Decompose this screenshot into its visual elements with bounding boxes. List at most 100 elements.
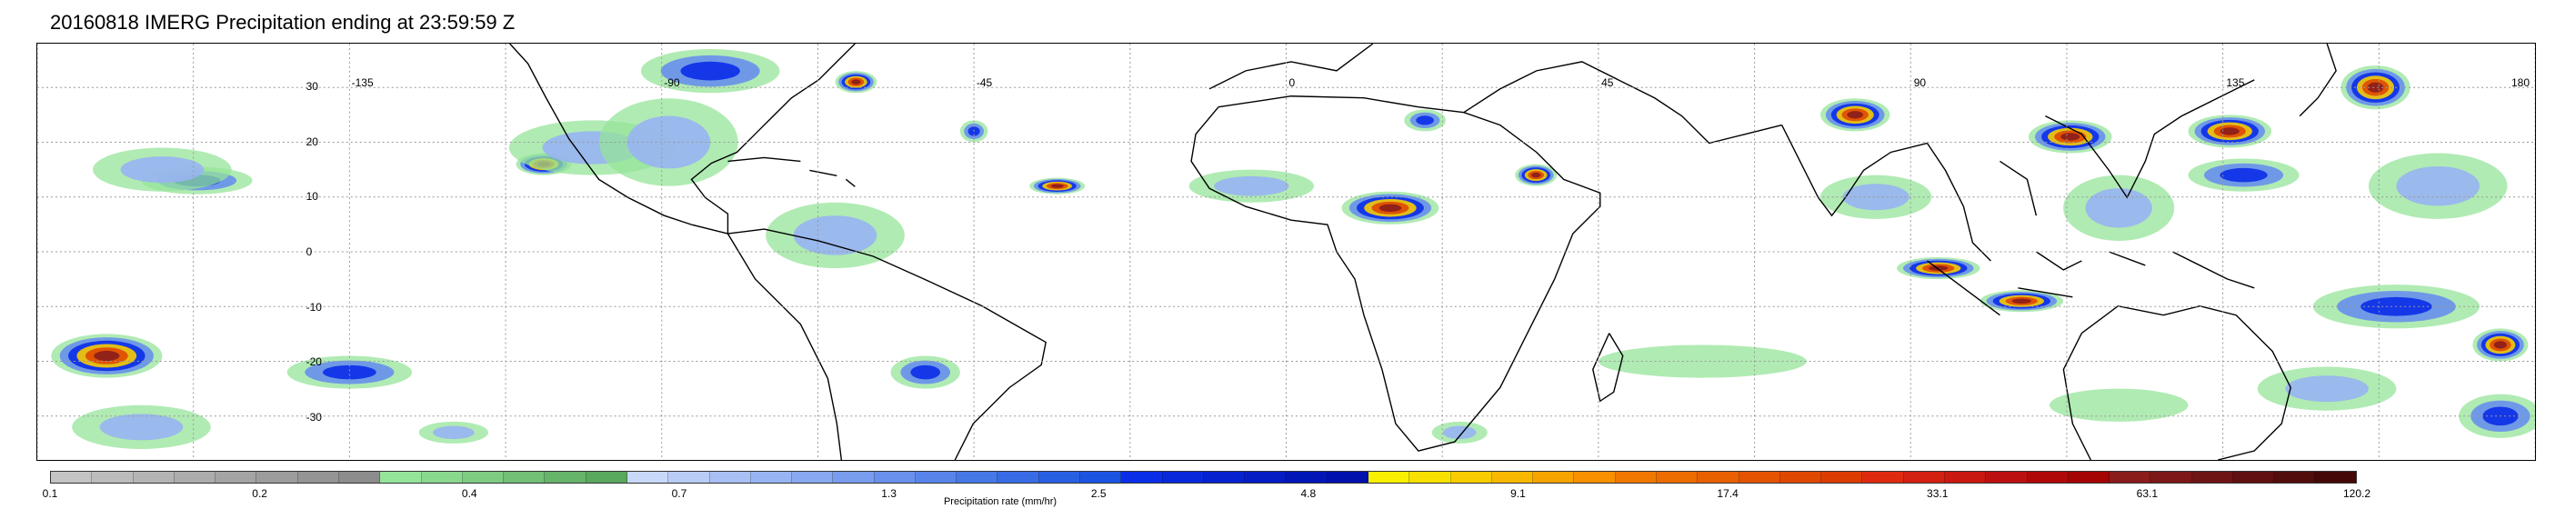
colorbar-swatch xyxy=(1286,472,1328,483)
colorbar-tick-label: 33.1 xyxy=(1927,487,1949,500)
coastline-layer xyxy=(509,44,2337,460)
colorbar-swatch xyxy=(1121,472,1163,483)
colorbar-swatch xyxy=(2027,472,2069,483)
southeast-asia-coastline xyxy=(1926,79,2255,262)
precipitation-cell xyxy=(910,364,941,380)
longitude-label: -135 xyxy=(351,76,374,89)
colorbar-swatch xyxy=(1080,472,1122,483)
precipitation-cell xyxy=(432,425,475,440)
map-canvas xyxy=(37,44,2535,460)
colorbar-swatch xyxy=(1986,472,2028,483)
colorbar-caption: Precipitation rate (mm/hr) xyxy=(943,496,1057,507)
colorbar-swatch xyxy=(1203,472,1246,483)
latitude-label: -20 xyxy=(306,355,322,369)
longitude-label: -45 xyxy=(976,76,993,89)
colorbar-swatch xyxy=(2191,472,2233,483)
colorbar-swatch xyxy=(1245,472,1287,483)
caribbean-islands xyxy=(727,156,856,187)
longitude-label: 0 xyxy=(1288,76,1296,89)
madagascar-coastline xyxy=(1592,333,1624,403)
colorbar-swatch xyxy=(874,472,916,483)
colorbar-swatch xyxy=(1162,472,1204,483)
colorbar-swatch xyxy=(1615,472,1657,483)
colorbar-swatch xyxy=(216,472,257,483)
precipitation-cell xyxy=(94,350,120,362)
colorbar-swatch xyxy=(174,472,216,483)
precipitation-map: -135 -90 -45 0 45 90 135 180 30 20 10 0 -10 -20 -30 xyxy=(36,43,2536,461)
colorbar-swatch xyxy=(1698,472,1739,483)
colorbar-swatch xyxy=(1656,472,1699,483)
colorbar-tick-label: 9.1 xyxy=(1510,487,1526,500)
colorbar-swatch xyxy=(2315,472,2356,483)
longitude-label: 180 xyxy=(2511,76,2531,89)
colorbar-tick-label: 120.2 xyxy=(2342,487,2371,500)
colorbar-swatch xyxy=(462,472,505,483)
colorbar-swatch xyxy=(1574,472,1616,483)
precipitation-cell xyxy=(2396,165,2480,206)
colorbar-swatch xyxy=(709,472,751,483)
colorbar-swatch xyxy=(750,472,793,483)
latitude-label: -30 xyxy=(306,410,322,424)
colorbar-swatch xyxy=(833,472,875,483)
colorbar-swatch xyxy=(668,472,710,483)
colorbar-swatch xyxy=(256,472,298,483)
colorbar-swatch xyxy=(586,472,627,483)
colorbar-swatch xyxy=(915,472,957,483)
precipitation-cell xyxy=(680,61,740,81)
colorbar-swatch xyxy=(1450,472,1492,483)
colorbar-swatch xyxy=(504,472,546,483)
south-america-coastline xyxy=(727,228,1047,460)
colorbar-swatch xyxy=(2274,472,2316,483)
colorbar-swatch xyxy=(338,472,381,483)
colorbar-tick-label: 4.8 xyxy=(1300,487,1317,500)
colorbar-swatch xyxy=(421,472,463,483)
latitude-label: 30 xyxy=(306,80,318,94)
colorbar-swatch xyxy=(545,472,586,483)
colorbar xyxy=(50,471,2357,484)
longitude-label: 45 xyxy=(1601,76,1614,89)
colorbar-swatch xyxy=(1821,472,1863,483)
precipitation-cell xyxy=(2011,298,2031,304)
colorbar-swatch xyxy=(1944,472,1987,483)
colorbar-swatch xyxy=(1409,472,1451,483)
precipitation-layer xyxy=(51,49,2535,449)
colorbar-swatch xyxy=(2150,472,2192,483)
precipitation-cell xyxy=(1847,111,1864,119)
latitude-label: 10 xyxy=(306,190,318,204)
colorbar-swatch xyxy=(1368,472,1410,483)
colorbar-swatch xyxy=(1903,472,1945,483)
precipitation-cell xyxy=(2220,167,2268,183)
longitude-label: 135 xyxy=(2226,76,2245,89)
colorbar-swatch xyxy=(1327,472,1368,483)
precipitation-cell xyxy=(1050,184,1064,188)
precipitation-cell xyxy=(626,115,711,169)
africa-coastline xyxy=(1190,95,1601,452)
colorbar-tick-label: 0.7 xyxy=(671,487,687,500)
colorbar-swatch xyxy=(626,472,669,483)
india-coastline xyxy=(1780,125,1928,217)
australia-coastline xyxy=(2062,304,2291,460)
precipitation-cell xyxy=(322,364,376,380)
latitude-label: 0 xyxy=(306,245,313,258)
precipitation-cell xyxy=(1378,204,1402,212)
colorbar-swatch xyxy=(1739,472,1780,483)
precipitation-cell xyxy=(1416,115,1434,125)
precipitation-cell xyxy=(1530,172,1541,178)
precipitation-cell xyxy=(1442,425,1477,440)
north-america-coastline xyxy=(509,44,856,235)
precipitation-cell xyxy=(1842,184,1909,211)
colorbar-swatch xyxy=(1491,472,1534,483)
precipitation-cell xyxy=(1929,265,1949,271)
colorbar-tick-label: 1.3 xyxy=(881,487,897,500)
maritime-continent-islands xyxy=(1927,251,2255,316)
colorbar-swatch xyxy=(2068,472,2110,483)
precipitation-cell xyxy=(120,156,205,184)
colorbar-swatch xyxy=(51,472,93,483)
colorbar-tick-label: 0.4 xyxy=(461,487,477,500)
precipitation-cell xyxy=(1214,175,1289,196)
precipitation-cell xyxy=(793,215,877,255)
colorbar-tick-label: 0.1 xyxy=(42,487,58,500)
colorbar-swatch xyxy=(380,472,422,483)
colorbar-swatch xyxy=(92,472,134,483)
map-title: 20160818 IMERG Precipitation ending at 2… xyxy=(50,11,516,34)
